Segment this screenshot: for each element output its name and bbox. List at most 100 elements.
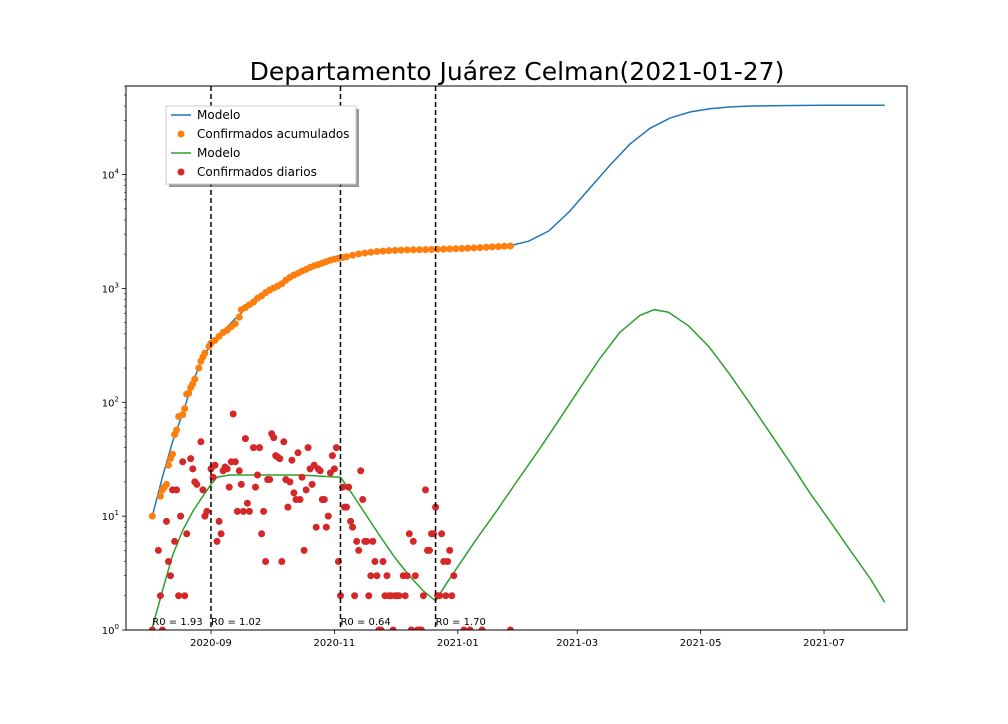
series-3-point-5 <box>165 558 172 565</box>
series-3-point-89 <box>343 503 350 511</box>
series-1-point-5 <box>165 461 172 469</box>
series-1-point-78 <box>470 244 478 252</box>
y-tick-label-3: 103 <box>102 281 119 295</box>
series-1-point-9 <box>173 426 181 434</box>
series-3-point-8 <box>171 537 179 545</box>
series-1-point-69 <box>415 246 423 254</box>
series-1-point-73 <box>440 245 448 253</box>
legend-label-0: Modelo <box>197 108 240 122</box>
series-3-point-112 <box>389 626 397 630</box>
series-3-point-36 <box>233 507 241 515</box>
legend: Modelo Confirmados acumulados Modelo Confir… <box>165 105 359 187</box>
series-1-point-63 <box>379 247 387 255</box>
y-tick-label-4: 104 <box>102 168 120 182</box>
series-3-point-4 <box>163 517 170 525</box>
r0-label-0: R0 = 1.02 <box>211 617 261 628</box>
series-1-point-18 <box>195 364 203 372</box>
series-1-point-70 <box>422 246 429 254</box>
series-3-point-140 <box>448 592 456 600</box>
series-1-point-64 <box>385 247 393 255</box>
series-3-point-10 <box>175 592 183 600</box>
series-3-point-94 <box>353 537 361 545</box>
series-1-point-7 <box>169 450 176 458</box>
series-1-point-62 <box>373 248 381 255</box>
series-1-point-83 <box>500 242 508 250</box>
series-3-point-19 <box>197 438 205 446</box>
series-3-point-134 <box>436 592 444 600</box>
series-3-point-25 <box>211 461 219 469</box>
series-3-point-74 <box>312 523 320 531</box>
chart-title: Departamento Juárez Celman(2021-01-27) <box>250 57 785 86</box>
x-tick-label-1: 2020-11 <box>314 638 356 649</box>
series-3-point-37 <box>235 467 243 475</box>
series-3-point-67 <box>298 473 306 481</box>
plot-clipped <box>148 104 886 630</box>
series-3-point-27 <box>215 517 223 525</box>
series-3-point-80 <box>324 512 332 520</box>
series-3-point-70 <box>304 444 312 452</box>
series-3-point-12 <box>179 458 187 466</box>
series-1-point-57 <box>343 253 350 261</box>
series-3-point-49 <box>262 558 270 565</box>
series-1-point-76 <box>458 245 466 252</box>
series-3-point-3 <box>158 626 166 630</box>
series-3-point-1 <box>154 546 162 554</box>
series-3-point-28 <box>217 530 225 538</box>
x-tick-label-0: 2020-09 <box>190 638 232 649</box>
series-3-point-78 <box>320 496 328 503</box>
series-3-point-145 <box>506 626 514 630</box>
series-1-point-60 <box>361 249 369 257</box>
series-3-point-115 <box>395 592 403 600</box>
series-3-point-14 <box>183 530 191 538</box>
series-3-point-86 <box>337 592 344 600</box>
series-1-point-74 <box>446 245 454 253</box>
series-3-point-129 <box>426 546 433 554</box>
series-3-point-102 <box>369 537 377 545</box>
series-3-point-137 <box>442 592 450 600</box>
series-3-point-41 <box>243 499 251 507</box>
series-3-point-144 <box>478 626 486 630</box>
series-3-point-26 <box>213 537 221 545</box>
series-3-point-122 <box>411 572 419 580</box>
y-tick-label-2: 102 <box>102 395 119 409</box>
series-1-point-65 <box>391 246 399 254</box>
series-3-point-117 <box>401 592 409 600</box>
series-3-point-91 <box>347 517 355 525</box>
axes-frame <box>125 85 908 631</box>
series-3-point-126 <box>419 592 427 600</box>
series-3-point-103 <box>371 558 379 565</box>
series-1-point-0 <box>148 512 156 520</box>
series-3-point-65 <box>294 449 302 457</box>
series-1-point-66 <box>397 246 405 254</box>
series-3-point-57 <box>278 558 286 565</box>
series-3-point-125 <box>417 626 425 630</box>
legend-swatch-3 <box>177 168 185 176</box>
series-3-point-120 <box>407 626 415 630</box>
series-3-point-58 <box>280 438 288 446</box>
series-1-point-75 <box>452 245 460 253</box>
plot-area: R0 = 1.02 R0 = 0.64 R0 = 1.70 R0 = 1.93 <box>148 86 886 630</box>
series-3-point-79 <box>322 523 330 531</box>
series-3-point-82 <box>328 452 336 460</box>
series-3-point-66 <box>296 496 304 503</box>
series-3-point-119 <box>405 530 413 538</box>
series-1-point-11 <box>179 411 187 419</box>
series-3-point-35 <box>231 458 239 466</box>
series-3-point-69 <box>302 486 310 494</box>
series-1-point-17 <box>191 375 199 383</box>
series-3-point-95 <box>355 546 363 554</box>
series-3-point-6 <box>167 572 174 580</box>
series-3-point-109 <box>383 572 391 580</box>
series-3-point-121 <box>409 537 417 545</box>
series-3-point-32 <box>225 483 233 491</box>
series-1-point-29 <box>231 320 239 328</box>
x-tick-label-3: 2021-03 <box>556 638 598 649</box>
series-3-point-100 <box>365 592 373 600</box>
series-line-2 <box>151 308 886 628</box>
series-1-point-67 <box>403 246 411 254</box>
series-3-point-68 <box>300 546 308 554</box>
series-3-point-127 <box>422 486 429 494</box>
series-3-point-90 <box>345 483 353 491</box>
